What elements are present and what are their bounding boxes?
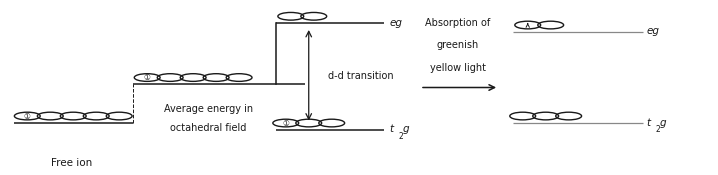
Text: t: t (646, 117, 651, 128)
Text: ①: ① (282, 118, 289, 128)
Text: yellow light: yellow light (430, 63, 486, 73)
Text: eg: eg (646, 26, 659, 37)
Text: Absorption of: Absorption of (426, 18, 490, 27)
Text: ①: ① (144, 73, 151, 82)
Text: ①: ① (24, 111, 31, 121)
Text: Average energy in: Average energy in (164, 104, 253, 114)
Text: eg: eg (389, 18, 402, 28)
Text: 2: 2 (656, 125, 661, 134)
Text: t: t (389, 124, 393, 135)
Text: 2: 2 (398, 132, 404, 141)
Text: g: g (660, 117, 666, 128)
Text: g: g (403, 124, 409, 135)
Text: Free ion: Free ion (51, 158, 93, 168)
Text: greenish: greenish (437, 40, 479, 50)
Text: octahedral field: octahedral field (170, 123, 246, 133)
Text: d-d transition: d-d transition (328, 71, 393, 81)
